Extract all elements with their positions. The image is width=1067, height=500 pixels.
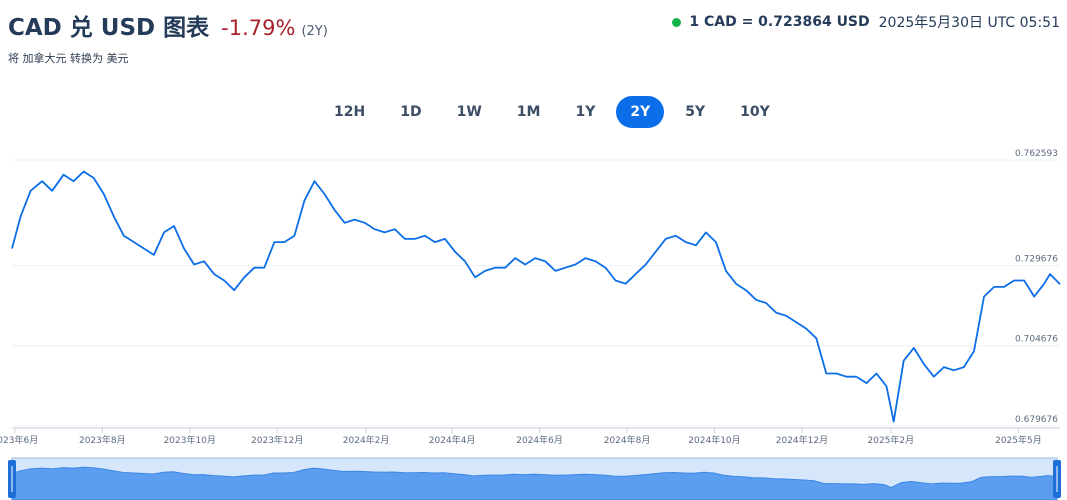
range-button-5y[interactable]: 5Y — [685, 104, 706, 120]
chart-header: CAD 兑 USD 图表 -1.79% (2Y) 将 加拿大元 转换为 美元 1… — [8, 8, 1060, 68]
x-tick-label: 2023年8月 — [79, 434, 126, 446]
range-selector: 12H 1D 1W 1M 1Y 2Y 5Y 10Y — [320, 96, 791, 128]
x-tick-label: 2024年6月 — [516, 434, 563, 446]
x-tick-label: 2024年8月 — [604, 434, 651, 446]
x-tick-label: 2024年2月 — [343, 434, 390, 446]
rate-value: 1 CAD = 0.723864 USD — [689, 14, 870, 30]
change-percent: -1.79% — [221, 16, 296, 40]
live-rate: 1 CAD = 0.723864 USD 2025年5月30日 UTC 05:5… — [672, 12, 1060, 32]
exchange-rate-chart[interactable]: 0.762593 0.729676 0.704676 0.679676 2023年6月… — [0, 140, 1067, 500]
x-tick-label: 2024年10月 — [688, 434, 740, 446]
x-axis: 2023年6月 2023年8月 2023年10月 2023年12月 2024年2月 202… — [0, 427, 1060, 446]
rate-datetime: 2025年5月30日 UTC 05:51 — [878, 15, 1060, 31]
y-tick-label: 0.729676 — [1015, 255, 1058, 265]
range-button-10y[interactable]: 10Y — [740, 104, 770, 120]
x-tick-label: 2025年2月 — [868, 434, 915, 446]
y-axis-labels: 0.762593 0.729676 0.704676 0.679676 — [1015, 149, 1058, 425]
range-button-2y[interactable]: 2Y — [616, 96, 665, 128]
x-tick-label: 2025年5月 — [995, 434, 1042, 446]
x-tick-label: 2023年10月 — [164, 434, 216, 446]
period-label: (2Y) — [301, 24, 328, 39]
navigator-area — [11, 466, 1058, 500]
x-tick-label: 2023年6月 — [0, 434, 38, 446]
chart-grid — [12, 159, 1060, 427]
price-line — [11, 170, 1061, 423]
range-button-1y[interactable]: 1Y — [575, 104, 596, 120]
live-status-dot-icon — [672, 17, 682, 27]
range-button-12h[interactable]: 12H — [334, 104, 366, 120]
y-tick-label: 0.679676 — [1015, 415, 1058, 425]
x-tick-label: 2023年12月 — [251, 434, 303, 446]
title-row: CAD 兑 USD 图表 -1.79% (2Y) — [8, 8, 1060, 42]
y-tick-label: 0.762593 — [1015, 149, 1058, 159]
x-tick-label: 2024年12月 — [776, 434, 828, 446]
page-title: CAD 兑 USD 图表 — [8, 15, 210, 41]
range-button-1w[interactable]: 1W — [456, 104, 482, 120]
range-button-1m[interactable]: 1M — [516, 104, 541, 120]
range-navigator[interactable] — [8, 457, 1061, 500]
range-button-1d[interactable]: 1D — [400, 104, 422, 120]
convert-subtitle[interactable]: 将 加拿大元 转换为 美元 — [8, 52, 129, 65]
x-tick-label: 2024年4月 — [429, 434, 476, 446]
y-tick-label: 0.704676 — [1015, 335, 1058, 345]
